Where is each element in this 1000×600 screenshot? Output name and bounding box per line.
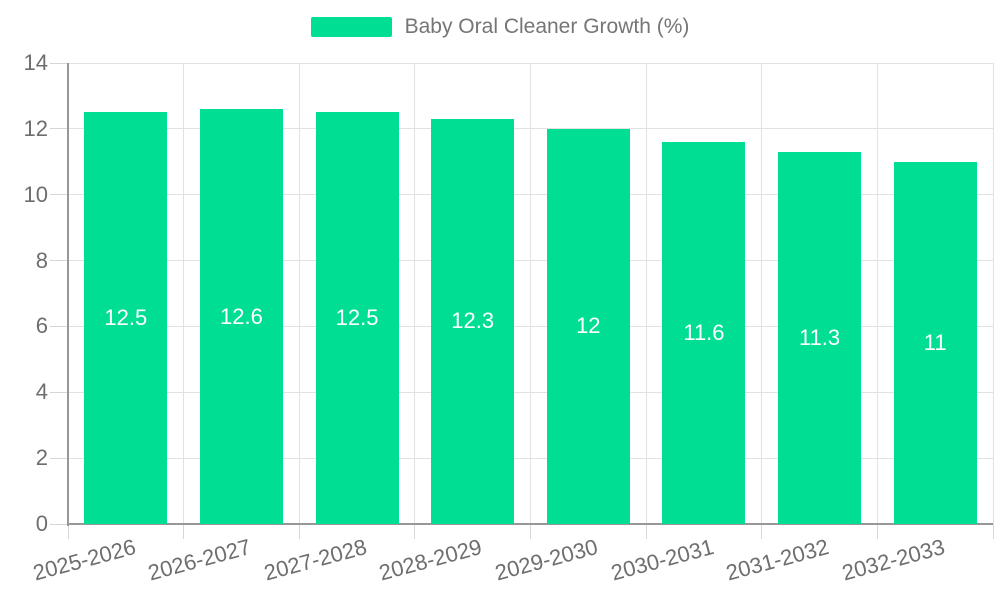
x-axis-tick <box>298 524 300 539</box>
y-axis-tick <box>50 325 68 327</box>
x-tick-label: 2032-2033 <box>839 534 948 586</box>
y-axis-tick <box>50 62 68 64</box>
bar <box>431 118 515 524</box>
y-axis-tick <box>50 194 68 196</box>
bar <box>546 128 630 524</box>
legend-label: Baby Oral Cleaner Growth (%) <box>404 15 690 38</box>
y-tick-label: 4 <box>35 379 48 405</box>
bar <box>778 151 862 524</box>
y-axis-tick <box>50 128 68 130</box>
bar <box>315 112 399 524</box>
x-tick-label: 2031-2032 <box>723 534 832 586</box>
y-axis-line <box>67 63 69 526</box>
y-axis-tick <box>50 457 68 459</box>
gridline-vertical <box>298 63 300 524</box>
x-tick-label: 2029-2030 <box>492 534 601 586</box>
bar <box>84 112 168 524</box>
y-axis-tick <box>50 523 68 525</box>
x-axis-tick <box>645 524 647 539</box>
bar <box>662 142 746 524</box>
x-axis-line <box>68 523 993 525</box>
y-tick-label: 2 <box>35 445 48 471</box>
x-axis-tick <box>414 524 416 539</box>
x-axis-tick <box>876 524 878 539</box>
bar-value-label: 12 <box>576 313 601 339</box>
y-tick-label: 6 <box>35 313 48 339</box>
y-tick-label: 14 <box>23 50 48 75</box>
gridline-vertical <box>414 63 416 524</box>
x-axis-tick <box>761 524 763 539</box>
x-tick-label: 2030-2031 <box>608 534 717 586</box>
x-tick-label: 2027-2028 <box>261 534 370 586</box>
bar-value-label: 12.5 <box>335 305 379 331</box>
x-tick-label: 2026-2027 <box>145 534 254 586</box>
y-tick-label: 12 <box>23 115 48 141</box>
legend-item[interactable]: Baby Oral Cleaner Growth (%) <box>310 14 690 40</box>
bar-value-label: 11.3 <box>798 324 841 350</box>
gridline-vertical <box>530 63 531 524</box>
gridline-vertical <box>761 63 763 524</box>
x-axis-tick <box>183 524 185 539</box>
bar-value-label: 11.6 <box>683 320 725 345</box>
y-axis-tick <box>50 260 68 262</box>
x-axis-tick <box>67 524 69 539</box>
y-axis-tick <box>50 391 68 393</box>
legend-swatch <box>310 17 392 37</box>
legend: Baby Oral Cleaner Growth (%) <box>0 14 1000 40</box>
bar-value-label: 12.3 <box>451 308 495 334</box>
gridline-vertical <box>876 63 878 524</box>
x-axis-tick <box>530 524 531 539</box>
bar <box>199 109 283 524</box>
bar-value-label: 12.5 <box>104 305 148 331</box>
y-tick-label: 10 <box>23 181 48 207</box>
y-tick-label: 0 <box>35 511 48 536</box>
x-axis-tick <box>992 524 994 539</box>
bar <box>893 161 977 524</box>
bar-value-label: 12.6 <box>220 303 263 329</box>
gridline-vertical <box>645 63 647 524</box>
bar-value-label: 11 <box>923 329 947 355</box>
y-tick-label: 8 <box>35 247 48 273</box>
gridline-vertical <box>183 63 185 524</box>
gridline-vertical <box>992 63 994 524</box>
x-tick-label: 2028-2029 <box>376 534 485 586</box>
x-tick-label: 2025-2026 <box>29 534 139 586</box>
